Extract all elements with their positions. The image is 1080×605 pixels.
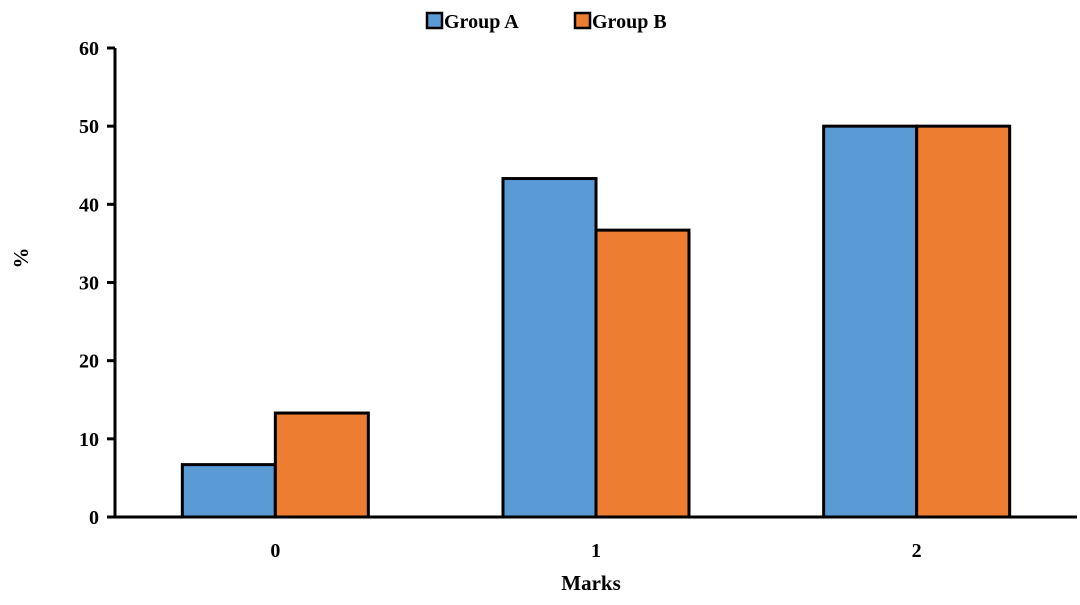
y-axis-title: % — [9, 248, 33, 269]
y-tick-label: 30 — [79, 273, 99, 295]
x-tick-label: 1 — [591, 540, 601, 562]
legend-swatch-group-a — [425, 11, 444, 30]
x-tick-label: 2 — [912, 540, 922, 562]
bar-group-a-0 — [180, 463, 277, 519]
y-tick-label: 50 — [79, 116, 99, 138]
bar-group-b-2 — [915, 124, 1012, 519]
y-tick-label: 60 — [79, 38, 99, 60]
y-tick-label: 20 — [79, 351, 99, 373]
legend-label-group-b: Group B — [592, 11, 667, 33]
bar-group-b-1 — [594, 228, 691, 519]
y-tick-label: 40 — [79, 194, 99, 216]
legend-swatch-group-b — [573, 11, 592, 30]
y-tick-label: 10 — [79, 429, 99, 451]
bar-group-a-2 — [822, 124, 919, 519]
bar-group-a-1 — [501, 177, 598, 519]
x-axis-title: Marks — [561, 571, 621, 595]
bar-group-b-0 — [273, 411, 370, 519]
y-tick-label: 0 — [89, 507, 99, 529]
bars-layer — [180, 124, 1012, 519]
legend: Group A Group B — [425, 11, 667, 33]
axes-layer: 0 10 20 30 40 50 60 0 1 2 — [79, 38, 1077, 562]
x-tick-label: 0 — [270, 540, 280, 562]
legend-label-group-a: Group A — [444, 11, 519, 33]
